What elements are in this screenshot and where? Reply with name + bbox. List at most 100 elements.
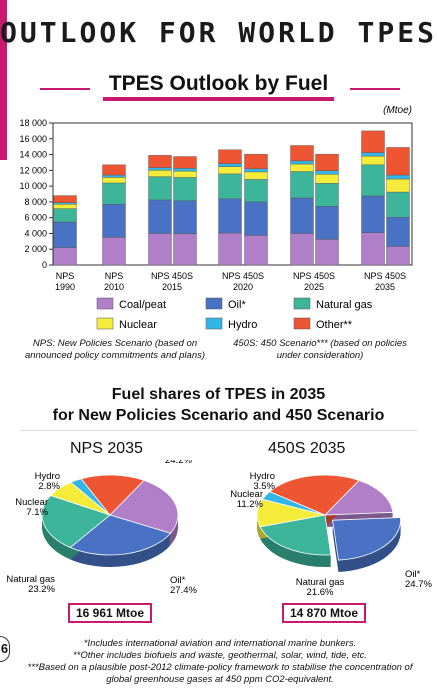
y-tick-label: 0 <box>42 260 47 270</box>
pie-slice-label: Nuclear <box>15 497 48 508</box>
bar-segment-nuclear <box>386 178 410 193</box>
nps-note: NPS: New Policies Scenario (based on ann… <box>24 338 206 361</box>
bar-segment-other <box>244 153 268 169</box>
footnote-3: ***Based on a plausible post-2012 climat… <box>27 662 413 685</box>
pie-slice-label: 23.2% <box>28 584 55 595</box>
bar-segment-other <box>102 164 126 176</box>
footnotes: *Includes international aviation and int… <box>20 638 420 686</box>
bar-segment-coalpeat <box>244 235 268 266</box>
bar-segment-nuclear <box>290 163 314 172</box>
bar-segment-coalpeat <box>361 232 385 266</box>
pie-slice-other <box>269 474 360 516</box>
x-tick-label-scenario: NPS <box>56 271 75 281</box>
bar-segment-nuclear <box>244 171 268 180</box>
bar-segment-hydro <box>290 160 314 165</box>
x-tick-label-year: 2015 <box>162 282 182 292</box>
legend-label: Oil* <box>228 299 246 311</box>
legend-swatch <box>205 317 223 330</box>
x-tick-label-scenario: NPS 450S <box>364 271 406 281</box>
footnote-1: *Includes international aviation and int… <box>83 638 357 649</box>
pie-slice-label: 24.7% <box>405 579 432 590</box>
bar-segment-oil <box>386 217 410 247</box>
bar-segment-oil <box>102 204 126 238</box>
pie-slice-label: 15.6% <box>395 460 422 463</box>
x-tick-label-scenario: NPS <box>105 271 124 281</box>
x-tick-label-year: 2010 <box>104 282 124 292</box>
bar-segment-naturalgas <box>218 173 242 199</box>
legend-label: Other** <box>316 319 353 331</box>
bar-segment-other <box>290 145 314 162</box>
bar-segment-oil <box>290 197 314 234</box>
y-tick-label: 14 000 <box>19 150 47 160</box>
x-tick-label-year: 2035 <box>375 282 395 292</box>
page-title: OUTLOOK FOR WORLD TPES <box>0 16 437 49</box>
legend-swatch <box>96 297 114 310</box>
bar-segment-other <box>218 149 242 164</box>
bar-segment-other <box>173 156 197 169</box>
bar-segment-coalpeat <box>218 232 242 266</box>
pie-slice-label: 3.5% <box>253 481 275 492</box>
bar-segment-hydro <box>244 168 268 173</box>
bar-segment-nuclear <box>53 204 77 209</box>
y-tick-label: 12 000 <box>19 165 47 175</box>
bar-segment-hydro <box>361 152 385 157</box>
bar-segment-nuclear <box>218 166 242 175</box>
pie-slice-oil <box>332 517 401 561</box>
bar-segment-oil <box>315 206 339 240</box>
pie-slice-other <box>80 474 145 516</box>
pie-section-title-line1: Fuel shares of TPES in 2035 <box>111 386 326 403</box>
nps-total-box: 16 961 Mtoe <box>68 603 153 623</box>
bar-segment-hydro <box>386 174 410 180</box>
bar-segment-oil <box>361 195 385 233</box>
legend-swatch <box>293 297 311 310</box>
bar-segment-naturalgas <box>102 182 126 205</box>
bar-segment-oil <box>53 221 77 248</box>
y-tick-label: 8 000 <box>24 197 47 207</box>
pie-slice-label: 7.1% <box>26 507 48 518</box>
legend-label: Coal/peat <box>119 299 166 311</box>
unit-label: (Mtoe) <box>383 105 412 116</box>
bar-segment-coalpeat <box>173 233 197 266</box>
pie-slice-label: 11.2% <box>237 499 264 510</box>
bar-segment-coalpeat <box>386 246 410 266</box>
bar-segment-nuclear <box>148 170 172 177</box>
nps-pie-title: NPS 2035 <box>70 440 143 457</box>
pie-slice-label: Oil* <box>405 569 421 580</box>
pie-slice-label: 2.8% <box>38 481 60 492</box>
footnote-2: **Other includes biofuels and waste, geo… <box>72 650 368 661</box>
x-tick-label-scenario: NPS 450S <box>222 271 264 281</box>
bar-segment-other <box>53 195 77 203</box>
bar-segment-hydro <box>102 174 126 178</box>
pie-slice-label: Natural gas <box>6 574 55 585</box>
section-divider <box>20 430 417 431</box>
legend-label: Natural gas <box>316 299 373 311</box>
bar-segment-hydro <box>148 167 172 171</box>
pie-slice-label: 24.2% <box>165 460 192 466</box>
bar-segment-coalpeat <box>315 239 339 266</box>
legend-swatch <box>96 317 114 330</box>
y-tick-label: 4 000 <box>24 228 47 238</box>
450s-pie-title: 450S 2035 <box>268 440 346 457</box>
bar-segment-coalpeat <box>290 233 314 266</box>
x-tick-label-scenario: NPS 450S <box>293 271 335 281</box>
bar-segment-oil <box>244 201 268 236</box>
title-rule-left <box>40 88 90 90</box>
bar-segment-naturalgas <box>53 208 77 223</box>
bar-segment-hydro <box>53 202 77 205</box>
pie-slice-label: Natural gas <box>296 577 345 588</box>
bar-segment-hydro <box>315 170 339 175</box>
y-tick-label: 2 000 <box>24 244 47 254</box>
title-rule-right <box>350 88 400 90</box>
bar-segment-hydro <box>173 168 197 172</box>
bar-segment-naturalgas <box>361 164 385 197</box>
x-tick-label-year: 1990 <box>55 282 75 292</box>
bar-segment-other <box>148 155 172 168</box>
pie-slice-label: Hydro <box>250 471 275 482</box>
pie-section-title: Fuel shares of TPES in 2035 for New Poli… <box>0 384 437 426</box>
450s-note: 450S: 450 Scenario*** (based on policies… <box>233 338 407 361</box>
bar-segment-naturalgas <box>148 176 172 201</box>
bar-segment-oil <box>148 199 172 234</box>
y-tick-label: 6 000 <box>24 213 47 223</box>
legend-swatch <box>205 297 223 310</box>
pie-charts: Coal/peat24.2%Oil*27.4%Natural gas23.2%N… <box>6 460 432 598</box>
